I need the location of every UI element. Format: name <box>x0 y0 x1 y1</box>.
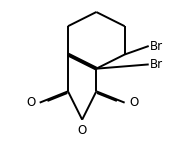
Text: O: O <box>26 96 35 109</box>
Text: Br: Br <box>149 58 163 71</box>
Text: O: O <box>129 96 138 109</box>
Text: Br: Br <box>149 39 163 52</box>
Text: O: O <box>78 124 87 137</box>
